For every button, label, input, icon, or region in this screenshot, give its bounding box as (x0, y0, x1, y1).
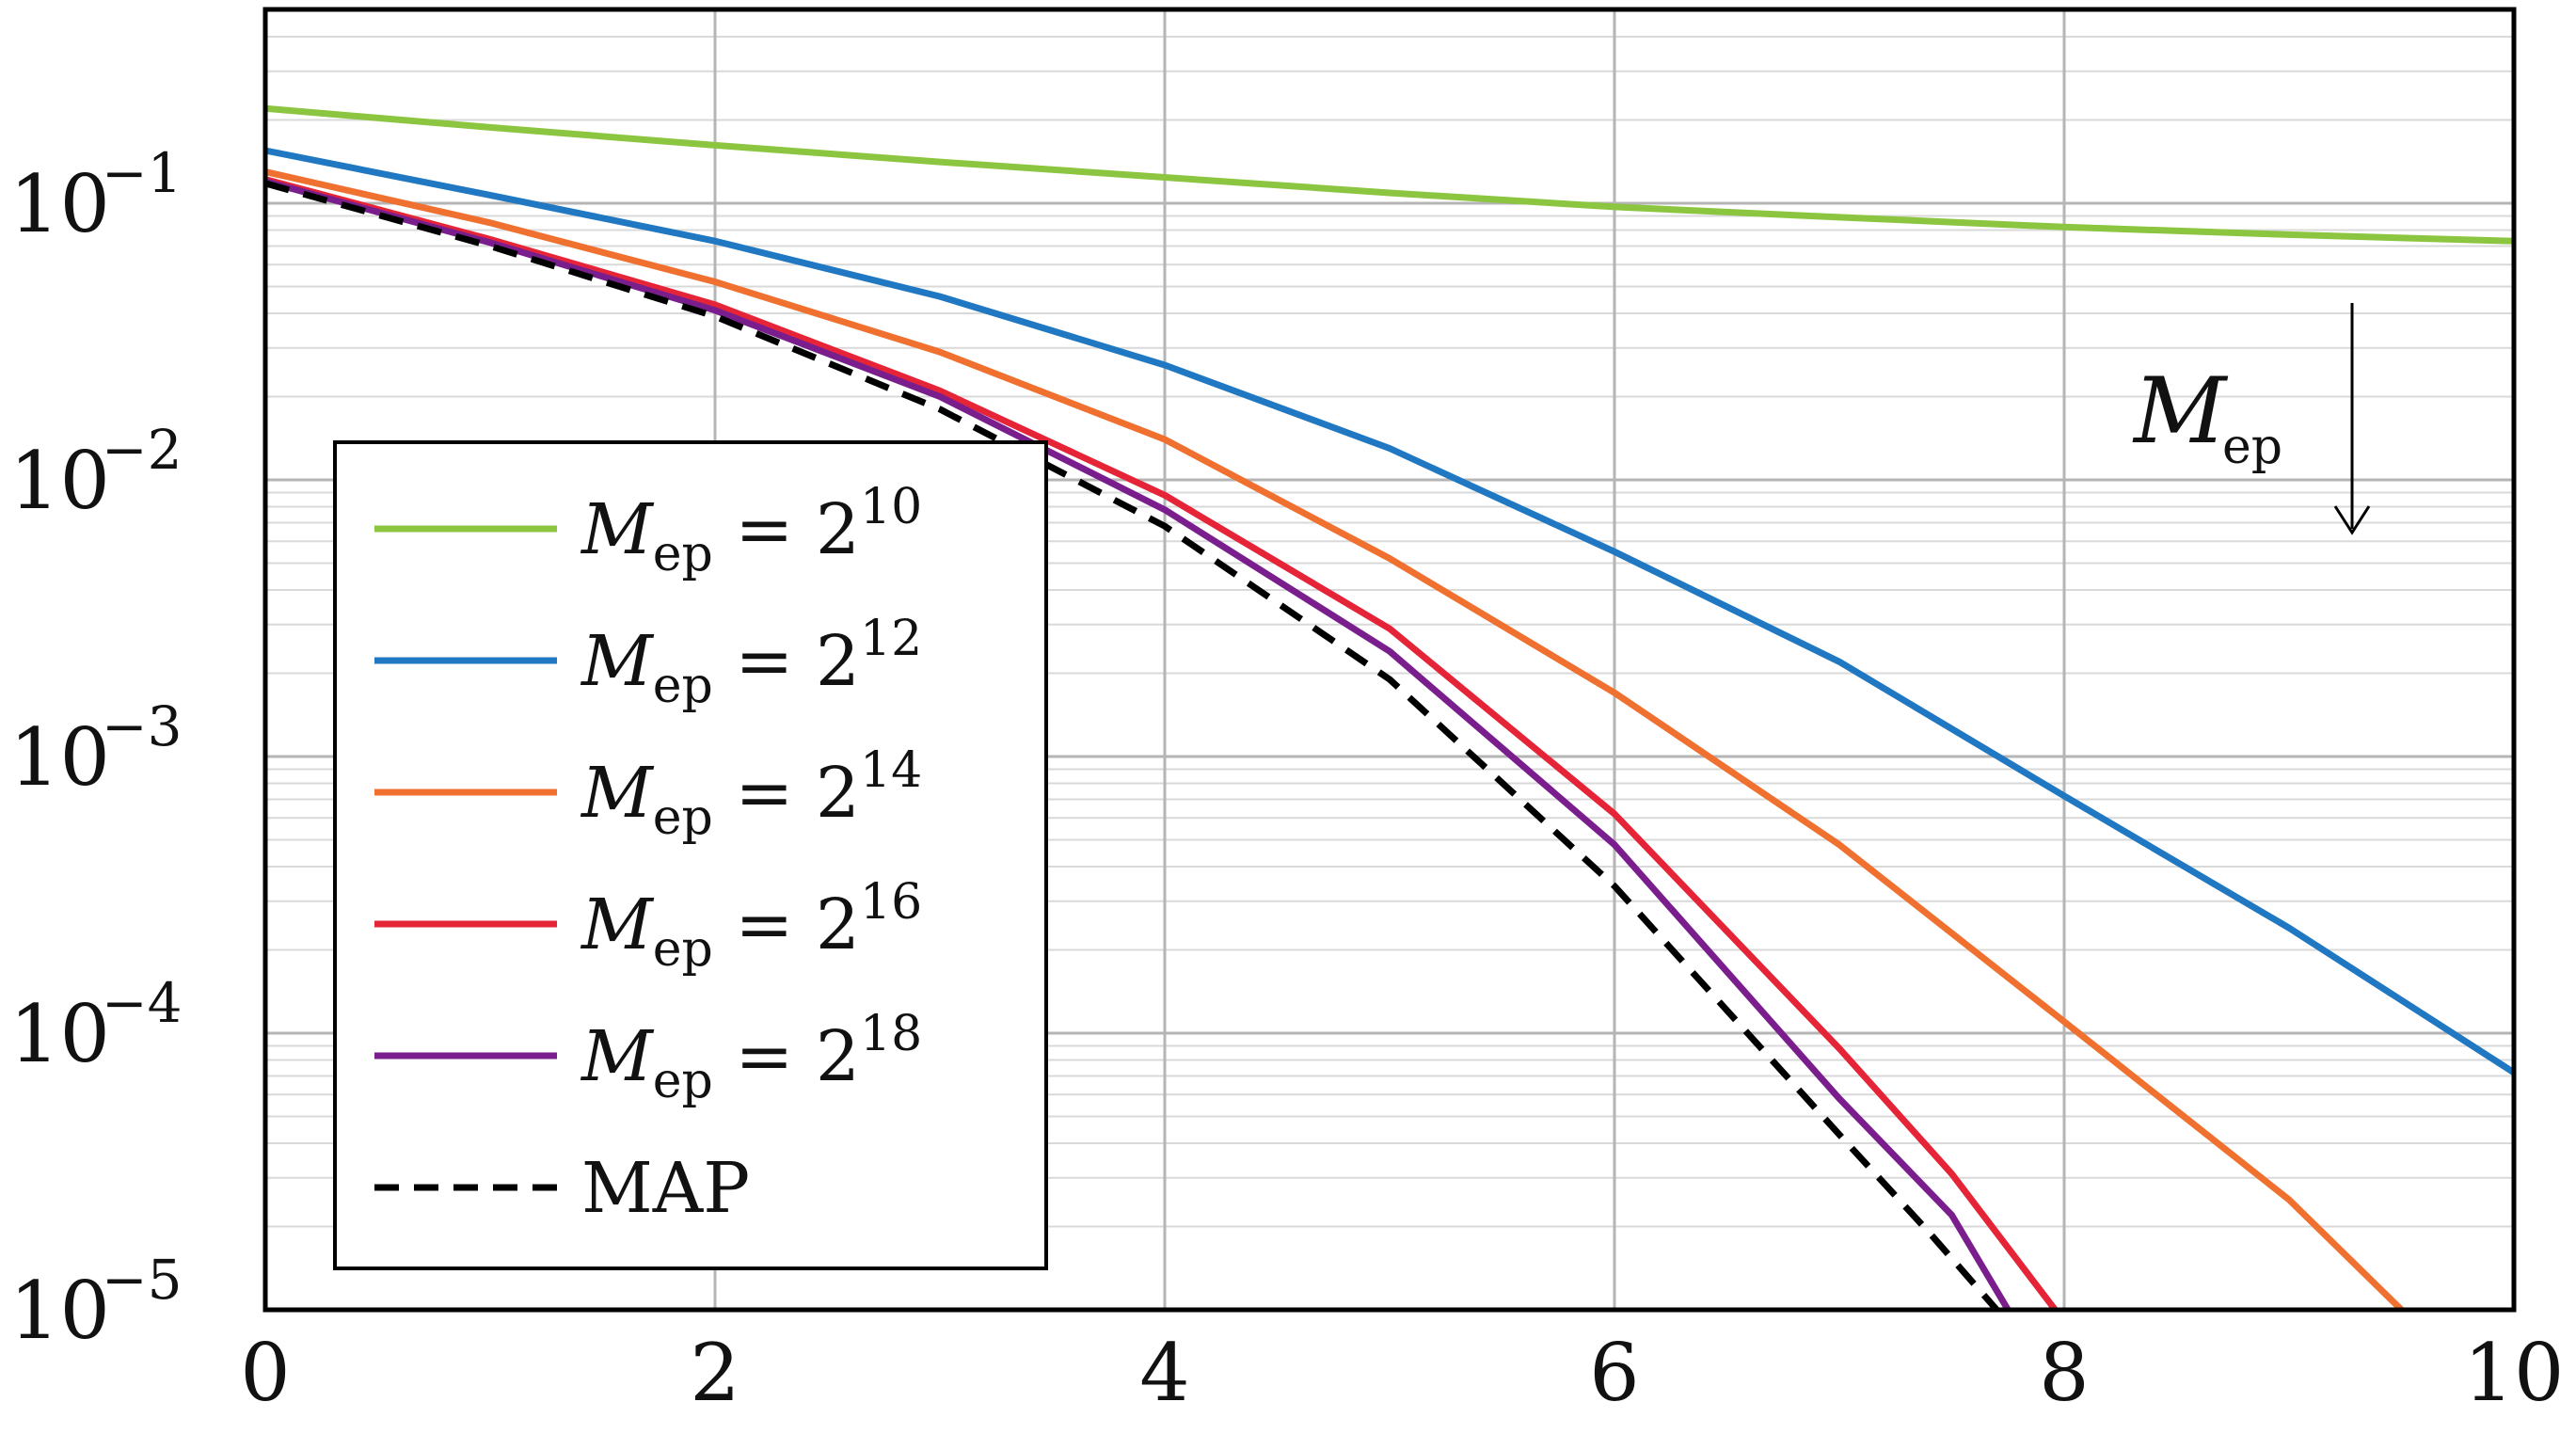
y-tick-label-base: 10 (9, 435, 110, 527)
legend-label: Mep = 214 (580, 742, 922, 846)
series-line-0 (264, 104, 2515, 245)
x-tick-labels: 0 2 4 6 8 10 (240, 1327, 2564, 1419)
legend-label: Mep = 210 (580, 479, 922, 582)
annotation-arrow-head (2333, 505, 2371, 535)
y-tick-label-base: 10 (9, 988, 110, 1080)
legend-label: Mep = 212 (580, 611, 922, 714)
legend: Mep = 210 Mep = 212 Mep = 214 Mep = 216 Mep … (333, 440, 1048, 1270)
series-line-2 (264, 168, 2404, 1313)
x-tick-label: 4 (1139, 1327, 1189, 1419)
legend-label: Mep = 218 (580, 1006, 922, 1109)
y-tick-label-exponent: −2 (102, 418, 183, 482)
x-tick-label: 10 (2464, 1327, 2565, 1419)
y-tick-label-exponent: −3 (102, 694, 183, 758)
series-layer (264, 104, 2516, 1313)
annotation-symbol: M (2132, 358, 2229, 464)
x-tick-label: 8 (2039, 1327, 2089, 1419)
series-line-1 (264, 147, 2516, 1076)
legend-label: Mep = 216 (580, 874, 922, 978)
y-tick-label-exponent: −5 (102, 1248, 183, 1312)
legend-box (333, 440, 1048, 1270)
legend-label: MAP (581, 1148, 750, 1229)
plot-frame (262, 7, 2517, 1313)
y-tick-label-base: 10 (9, 711, 110, 804)
y-tick-label-base: 10 (9, 158, 110, 250)
series-line-3 (264, 176, 2059, 1313)
series-line-5 (264, 180, 1999, 1313)
series-line-4 (264, 178, 2012, 1312)
y-tick-label-exponent: −4 (102, 971, 183, 1035)
y-tick-label-base: 10 (9, 1265, 110, 1357)
y-tick-label-exponent: −1 (102, 141, 183, 205)
x-tick-label: 0 (240, 1327, 290, 1419)
m-ep-annotation: Mep (2132, 303, 2371, 535)
x-tick-label: 2 (690, 1327, 739, 1419)
y-tick-labels: 10−110−210−310−410−5 (9, 141, 183, 1357)
annotation-subscript: ep (2222, 419, 2282, 475)
x-tick-label: 6 (1589, 1327, 1639, 1419)
